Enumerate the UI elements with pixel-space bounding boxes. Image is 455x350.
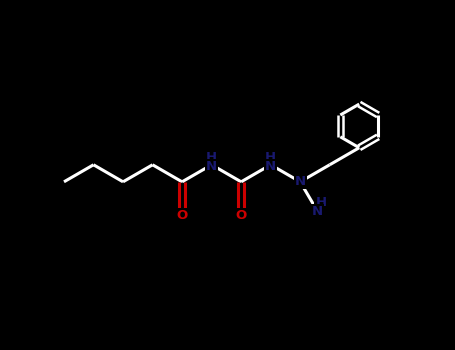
Text: H: H — [265, 150, 276, 163]
Text: H: H — [206, 150, 217, 163]
Text: N: N — [312, 205, 323, 218]
Text: H: H — [315, 196, 326, 209]
Text: N: N — [206, 160, 217, 173]
Text: O: O — [236, 209, 247, 222]
Text: N: N — [265, 160, 276, 173]
Text: N: N — [295, 175, 306, 188]
Text: O: O — [177, 209, 188, 222]
